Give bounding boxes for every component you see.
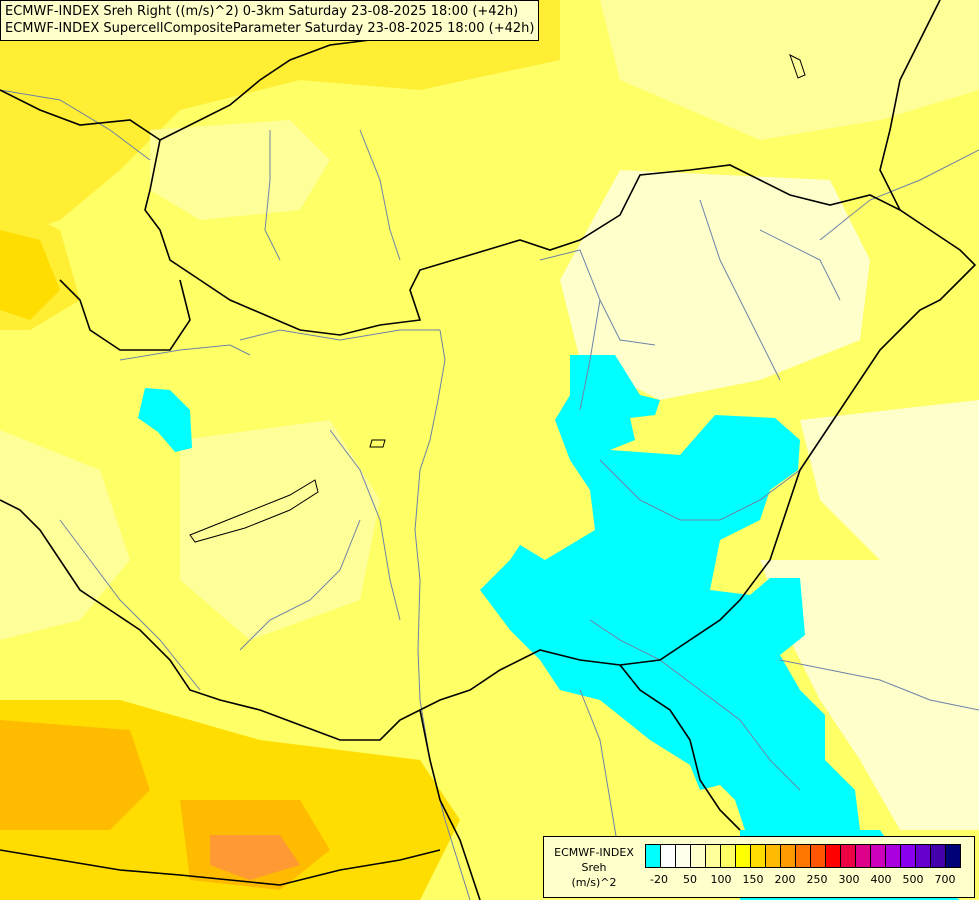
legend-swatch (795, 845, 810, 867)
legend-tick-label: 300 (838, 873, 860, 886)
legend-swatch (765, 845, 780, 867)
legend-ticks: -20 50 100 150 200 250 300 400 500 700 (645, 873, 975, 889)
field-pale-east (800, 400, 979, 560)
legend-tick-label: 200 (774, 873, 796, 886)
legend-model: ECMWF-INDEX (554, 846, 634, 859)
legend-swatch (885, 845, 900, 867)
legend-swatch (675, 845, 690, 867)
legend-swatch (660, 845, 675, 867)
legend-swatch (705, 845, 720, 867)
legend-swatch (646, 845, 660, 867)
legend-swatch (825, 845, 840, 867)
field-orange-2 (0, 720, 150, 830)
legend-tick-label: 150 (742, 873, 764, 886)
field-cyan-west (138, 388, 192, 452)
map-title-line2: ECMWF-INDEX SupercellCompositeParameter … (5, 21, 535, 36)
legend-swatch (735, 845, 750, 867)
legend-swatch (810, 845, 825, 867)
legend-tick-label: 500 (902, 873, 924, 886)
field-light-1 (150, 120, 330, 220)
legend-title: ECMWF-INDEX Sreh (m/s)^2 (546, 845, 642, 890)
legend-tick-label: 250 (806, 873, 828, 886)
legend-swatch (870, 845, 885, 867)
field-gold-north (0, 0, 560, 240)
legend-swatch (720, 845, 735, 867)
map-title-box: ECMWF-INDEX Sreh Right ((m/s)^2) 0-3km S… (0, 0, 540, 41)
legend-tick-label: 50 (683, 873, 697, 886)
lake-balaton (189, 479, 319, 543)
field-pale-southeast (760, 560, 979, 830)
legend-tick-label: 100 (710, 873, 732, 886)
legend-swatch (840, 845, 855, 867)
field-light-2 (600, 0, 979, 140)
lake-north (789, 54, 806, 79)
legend-swatches (645, 844, 961, 868)
legend-swatch (690, 845, 705, 867)
legend-swatch (915, 845, 930, 867)
legend-unit: (m/s)^2 (571, 876, 617, 889)
map-title-line1: ECMWF-INDEX Sreh Right ((m/s)^2) 0-3km S… (5, 4, 519, 19)
rivers (0, 89, 979, 900)
legend-tick-label: 400 (870, 873, 892, 886)
legend-swatch (780, 845, 795, 867)
legend-swatch (945, 845, 960, 867)
field-light-west (0, 430, 130, 640)
legend-swatch (855, 845, 870, 867)
legend-tick-label: -20 (650, 873, 668, 886)
legend-swatch (930, 845, 945, 867)
field-cyan-main (480, 355, 860, 830)
field-orange-5 (0, 230, 60, 320)
field-orange-4 (210, 835, 300, 880)
field-light-center (180, 420, 380, 640)
legend-swatch (900, 845, 915, 867)
legend-tick-label: 700 (934, 873, 956, 886)
color-legend: ECMWF-INDEX Sreh (m/s)^2 -20 50 100 150 200 2… (543, 836, 975, 898)
lake-small (369, 439, 386, 448)
legend-param: Sreh (581, 861, 607, 874)
legend-swatch (750, 845, 765, 867)
